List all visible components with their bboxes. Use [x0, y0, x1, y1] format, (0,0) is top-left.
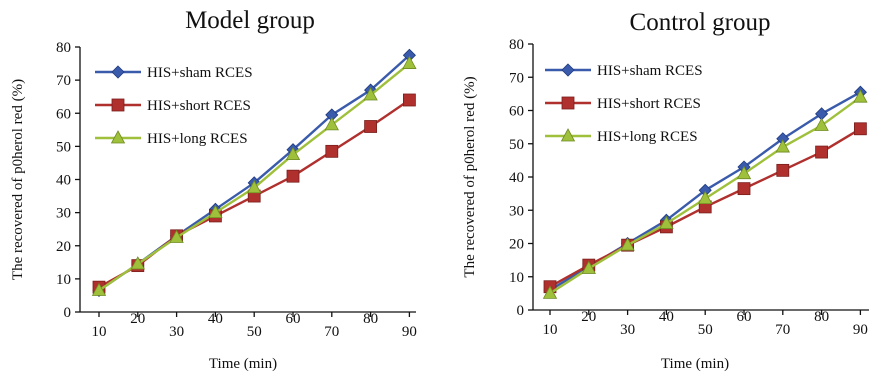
y-tick-label: 80	[509, 37, 524, 53]
data-point	[775, 139, 790, 153]
y-tick-label: 60	[509, 104, 524, 120]
data-point	[854, 122, 867, 136]
y-tick-label: 10	[56, 272, 71, 288]
data-point	[776, 163, 790, 177]
x-tick-label: 30	[169, 324, 184, 340]
x-tick-label: 70	[775, 322, 790, 338]
model-group-chart: Model group 0 10 20 30 40 50 60 70 80 10 20 30 40 50 60…	[10, 7, 417, 372]
y-axis-label: The recovered of p0herol red (%)	[10, 79, 26, 280]
x-tick-label: 80	[814, 309, 829, 325]
legend-marker	[561, 96, 575, 110]
x-tick-label: 60	[286, 311, 301, 327]
data-point	[285, 146, 301, 161]
legend-label: HIS+long RCES	[147, 131, 248, 147]
series-2	[91, 55, 417, 296]
x-tick-label: 90	[853, 322, 868, 338]
legend-marker	[111, 98, 125, 112]
legend-marker	[110, 130, 126, 144]
legend-label: HIS+sham RCES	[597, 63, 703, 79]
y-tick-label: 10	[509, 270, 524, 286]
data-point	[402, 93, 416, 107]
y-tick-label: 70	[509, 70, 524, 86]
data-point	[91, 282, 107, 296]
y-tick-label: 80	[56, 40, 71, 56]
y-tick-label: 0	[64, 305, 72, 321]
series-2	[542, 89, 868, 299]
x-tick-label: 20	[130, 311, 145, 327]
data-point	[814, 117, 829, 131]
data-point	[620, 237, 635, 251]
legend: HIS+sham RCES HIS+short RCES HIS+long RCES	[545, 63, 703, 145]
y-tick-label: 70	[56, 73, 71, 89]
legend-marker	[111, 65, 125, 79]
x-tick-label: 10	[543, 322, 558, 338]
x-tick-label: 30	[620, 322, 635, 338]
x-axis-label: Time (min)	[661, 356, 729, 372]
data-point	[169, 229, 184, 243]
legend-label: HIS+short RCES	[597, 96, 701, 112]
x-tick-label: 40	[208, 311, 223, 327]
legend: HIS+sham RCES HIS+short RCES HIS+long RCES	[95, 65, 253, 147]
x-tick-label: 10	[92, 324, 107, 340]
data-point	[736, 165, 752, 180]
y-tick-label: 20	[56, 239, 71, 255]
x-tick-label: 50	[247, 324, 262, 340]
data-point	[542, 285, 558, 299]
legend-label: HIS+long RCES	[597, 129, 698, 145]
legend-marker	[561, 63, 575, 77]
data-point	[581, 260, 596, 274]
data-point	[815, 145, 828, 159]
data-point	[364, 120, 378, 133]
x-tick-label: 40	[659, 309, 674, 325]
control-group-chart: Control group 0 10 20 30 40 50 60 70 80 10 20 30 40 50…	[462, 9, 869, 372]
y-tick-label: 50	[509, 137, 524, 153]
y-tick-label: 20	[509, 237, 524, 253]
legend-label: HIS+short RCES	[147, 98, 251, 114]
x-axis-label: Time (min)	[209, 356, 277, 372]
y-tick-label: 40	[56, 173, 71, 189]
y-tick-label: 50	[56, 139, 71, 155]
y-tick-label: 30	[509, 203, 524, 219]
y-tick-label: 40	[509, 170, 524, 186]
data-point	[737, 182, 751, 196]
x-tick-label: 90	[402, 324, 417, 340]
data-point	[247, 179, 262, 194]
y-tick-label: 30	[56, 206, 71, 222]
data-point	[698, 190, 713, 205]
data-point	[325, 144, 339, 158]
x-tick-label: 70	[324, 324, 339, 340]
chart-title: Model group	[185, 7, 315, 34]
data-point	[659, 215, 674, 229]
data-point	[130, 256, 145, 270]
series-line	[98, 54, 411, 292]
data-point	[402, 55, 417, 69]
x-tick-label: 80	[363, 311, 378, 327]
data-point	[363, 87, 378, 101]
legend-label: HIS+sham RCES	[147, 65, 253, 81]
data-point	[853, 89, 868, 103]
x-tick-label: 60	[737, 309, 752, 325]
x-tick-label: 50	[698, 322, 713, 338]
legend-marker	[560, 128, 576, 142]
data-point	[208, 204, 223, 219]
x-tick-label: 20	[581, 309, 596, 325]
y-axis-label: The recovered of p0herol red (%)	[462, 76, 478, 277]
y-tick-label: 60	[56, 106, 71, 122]
y-tick-label: 0	[517, 303, 525, 319]
data-point	[286, 169, 300, 183]
chart-title: Control group	[630, 9, 771, 36]
data-point	[324, 117, 339, 131]
